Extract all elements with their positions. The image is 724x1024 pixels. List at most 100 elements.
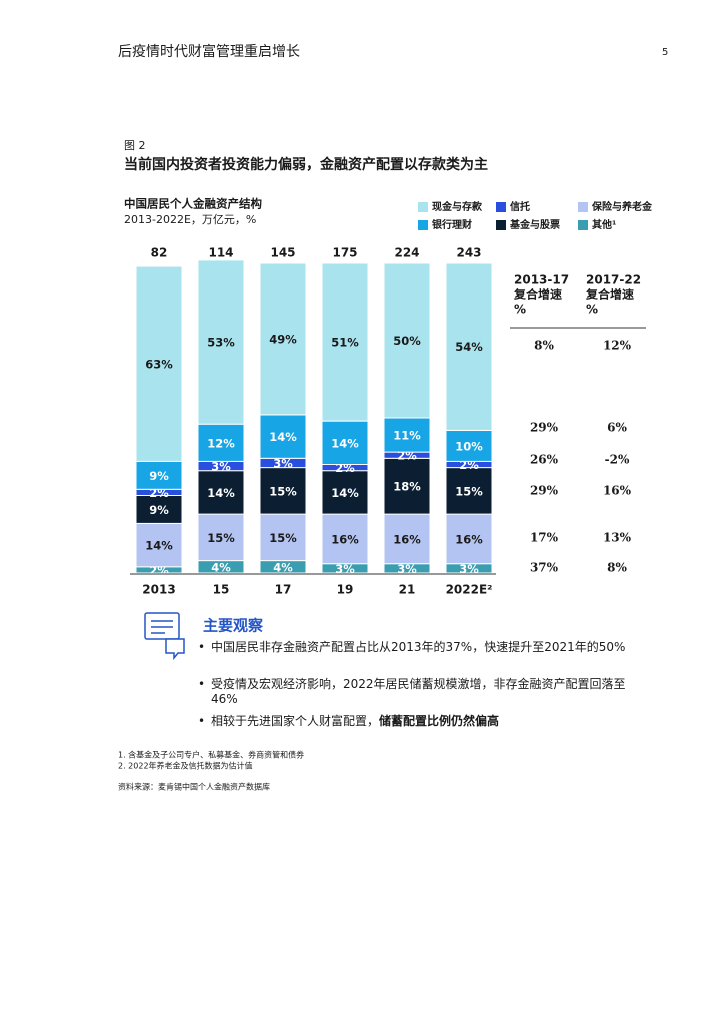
legend-swatch <box>578 202 588 212</box>
table-header: % <box>586 303 598 317</box>
figure-label: 图 2 <box>124 139 146 152</box>
segment-label: 49% <box>269 332 297 346</box>
segment-label: 11% <box>393 429 421 443</box>
table-cell: -2% <box>605 453 630 467</box>
footnote: 1. 含基金及子公司专户、私募基金、券商资管和债券 <box>118 750 304 760</box>
segment-label: 14% <box>207 486 235 500</box>
table-cell: 8% <box>534 339 554 353</box>
bar-segment <box>321 513 369 565</box>
bar-segment <box>383 513 431 565</box>
legend-swatch <box>578 220 588 230</box>
bullet: 中国居民非存金融资产配置占比从2013年的37%，快速提升至2021年的50% <box>198 640 631 655</box>
table-header: 复合增速 <box>585 287 634 302</box>
x-tick-label: 15 <box>213 583 230 597</box>
segment-label: 18% <box>393 480 421 494</box>
header-title: 后疫情时代财富管理重启增长 <box>118 43 300 60</box>
x-tick-label: 2013 <box>142 583 175 597</box>
table-cell: 12% <box>603 339 632 353</box>
table-cell: 17% <box>530 531 559 545</box>
segment-label: 63% <box>145 357 173 371</box>
segment-label: 12% <box>207 436 235 450</box>
segment-label: 3% <box>459 562 479 576</box>
segment-label: 3% <box>273 456 293 470</box>
bar-segment <box>259 467 307 515</box>
bullet-text: 相较于先进国家个人财富配置， <box>211 714 380 728</box>
x-tick-label: 21 <box>399 583 416 597</box>
table-header: 2013-17 <box>514 273 569 287</box>
segment-label: 15% <box>207 531 235 545</box>
total-label: 224 <box>394 246 419 260</box>
segment-label: 9% <box>149 469 169 483</box>
segment-label: 16% <box>455 532 483 546</box>
segment-label: 4% <box>211 560 231 574</box>
bar-segment <box>321 262 369 422</box>
bar-segment <box>445 262 493 431</box>
x-tick-label: 17 <box>275 583 292 597</box>
bar-segment <box>135 265 183 462</box>
segment-label: 16% <box>331 532 359 546</box>
segment-label: 14% <box>331 436 359 450</box>
bar-segment <box>259 513 307 562</box>
bullet: 受疫情及宏观经济影响，2022年居民储蓄规模激增，非存金融资产配置回落至46% <box>198 677 631 707</box>
legend-label: 信托 <box>510 200 530 213</box>
legend-label: 基金与股票 <box>509 218 560 231</box>
footnote: 2. 2022年养老金及信托数据为估计值 <box>118 761 253 771</box>
table-cell: 6% <box>607 421 627 435</box>
segment-label: 3% <box>211 460 231 474</box>
bar-segment <box>259 262 307 416</box>
figure-title: 当前国内投资者投资能力偏弱，金融资产配置以存款类为主 <box>124 156 488 173</box>
legend-label: 保险与养老金 <box>591 200 653 213</box>
bar-segment <box>383 262 431 419</box>
bullet: 相较于先进国家个人财富配置，储蓄配置比例仍然偏高 <box>198 714 631 729</box>
bar-segment <box>383 417 431 453</box>
segment-label: 53% <box>207 336 235 350</box>
x-tick-label: 19 <box>337 583 354 597</box>
segment-label: 15% <box>269 484 297 498</box>
segment-label: 15% <box>455 484 483 498</box>
segment-label: 14% <box>331 486 359 500</box>
bar-segment <box>197 259 245 425</box>
table-cell: 29% <box>530 421 559 435</box>
x-tick-label: 2022E² <box>446 583 493 597</box>
bar-segment <box>445 513 493 565</box>
segment-label: 50% <box>393 334 421 348</box>
total-label: 243 <box>456 246 481 260</box>
segment-label: 51% <box>331 336 359 350</box>
observations-title: 主要观察 <box>203 617 264 635</box>
table-header: 2017-22 <box>586 273 641 287</box>
source: 资料来源：麦肯锡中国个人金融资产数据库 <box>118 782 270 792</box>
bar-segment <box>445 467 493 515</box>
bar-segment <box>135 495 183 524</box>
total-label: 114 <box>208 246 233 260</box>
total-label: 82 <box>151 246 168 260</box>
table-header: % <box>514 303 526 317</box>
table-cell: 16% <box>603 484 632 498</box>
bar-segment <box>321 470 369 515</box>
segment-label: 54% <box>455 340 483 354</box>
table-cell: 13% <box>603 531 632 545</box>
legend-label: 其他¹ <box>592 218 616 231</box>
segment-label: 16% <box>393 532 421 546</box>
legend-label: 现金与存款 <box>432 200 483 213</box>
legend-swatch <box>418 220 428 230</box>
segment-label: 3% <box>397 562 417 576</box>
segment-label: 9% <box>149 503 169 517</box>
bar-segment <box>321 420 369 466</box>
chart-subtitle: 2013-2022E，万亿元，% <box>124 213 256 226</box>
segment-label: 10% <box>455 439 483 453</box>
bar-segment <box>197 470 245 515</box>
table-header: 复合增速 <box>513 287 562 302</box>
bar-segment <box>197 513 245 562</box>
legend-swatch <box>496 202 506 212</box>
segment-label: 14% <box>145 539 173 553</box>
total-label: 175 <box>332 246 357 260</box>
bar-segment <box>259 414 307 459</box>
table-cell: 37% <box>530 561 559 575</box>
table-cell: 26% <box>530 453 559 467</box>
legend-swatch <box>496 220 506 230</box>
segment-label: 14% <box>269 430 297 444</box>
table-cell: 8% <box>607 561 627 575</box>
segment-label: 15% <box>269 531 297 545</box>
